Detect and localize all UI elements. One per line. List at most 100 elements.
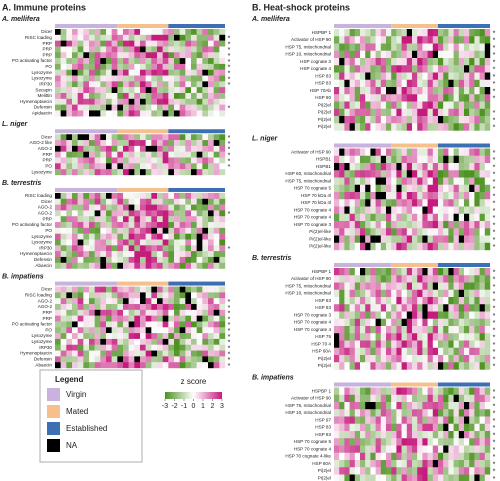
heatmap-cell — [438, 242, 444, 251]
heatmap-cell — [422, 242, 428, 251]
heatmap-cell — [349, 72, 355, 80]
row-label: PRP — [43, 310, 52, 315]
heatmap-cell — [464, 101, 470, 109]
heatmap-cell — [66, 63, 73, 70]
heatmap-cell — [140, 362, 146, 369]
heatmap-cell — [438, 452, 444, 461]
significance-star: * — [228, 164, 231, 171]
significance-star: * — [493, 418, 496, 425]
heatmap-cell — [396, 452, 402, 461]
heatmap-cell — [196, 304, 203, 311]
heatmap-cell — [443, 155, 449, 164]
heatmap-cell — [191, 356, 197, 363]
heatmap-cell — [464, 242, 470, 251]
heatmap-cell — [123, 321, 129, 328]
heatmap-cell — [370, 50, 376, 59]
heatmap-cell — [401, 282, 407, 290]
row-label: Lysozyme — [31, 76, 52, 81]
row-label: HSP 90 — [315, 95, 331, 100]
heatmap-cell — [484, 192, 491, 200]
heatmap-cell — [66, 58, 73, 65]
heatmap-cell — [412, 282, 418, 290]
heatmap-cell — [365, 318, 371, 327]
heatmap-cell — [111, 362, 118, 369]
heatmap-cell — [196, 58, 203, 65]
significance-star: * — [493, 327, 496, 334]
heatmap-cell — [60, 63, 67, 70]
heatmap-cell — [111, 309, 118, 316]
heatmap-cell — [213, 216, 220, 223]
heatmap-cell — [334, 148, 340, 156]
heatmap-cell — [157, 315, 163, 322]
heatmap-cell — [117, 140, 124, 147]
heatmap-cell — [453, 50, 459, 59]
heatmap-cell — [134, 222, 141, 229]
heatmap-cell — [151, 69, 158, 76]
heatmap-cell — [94, 52, 101, 59]
heatmap-cell — [179, 163, 186, 170]
heatmap-cell — [66, 98, 73, 105]
heatmap-cell — [208, 110, 214, 117]
row-label: HSP 60, mitochondrial — [285, 171, 331, 176]
heatmap-cell — [168, 87, 175, 94]
significance-star: * — [228, 328, 231, 335]
heatmap-cell — [386, 347, 392, 356]
heatmap-cell — [365, 221, 371, 229]
heatmap-cell — [417, 347, 423, 356]
heatmap-cell — [179, 315, 186, 322]
heatmap-cell — [432, 431, 439, 439]
heatmap-cell — [432, 445, 439, 453]
heatmap-cell — [89, 69, 95, 76]
heatmap-cell — [349, 213, 355, 222]
heatmap-cell — [406, 416, 413, 424]
heatmap-cell — [453, 87, 459, 95]
heatmap-cell — [202, 262, 209, 269]
heatmap-cell — [479, 423, 485, 432]
heatmap-cell — [89, 63, 95, 70]
heatmap-cell — [117, 216, 124, 223]
heatmap-cell — [474, 123, 480, 131]
row-label: PO — [45, 163, 52, 168]
heatmap-cell — [179, 34, 186, 41]
row-label: HSP 83 — [315, 81, 331, 86]
heatmap-cell — [89, 362, 95, 369]
heatmap-cell — [484, 116, 491, 124]
heatmap-cell — [339, 416, 345, 424]
heatmap-cell — [134, 262, 141, 269]
heatmap-cell — [55, 98, 61, 105]
heatmap-cell — [89, 151, 95, 158]
heatmap-cell — [123, 251, 129, 258]
heatmap-cell — [432, 416, 439, 424]
heatmap-cell — [380, 213, 387, 222]
heatmap-cell — [191, 169, 197, 176]
heatmap-cell — [89, 98, 95, 105]
heatmap-cell — [106, 198, 112, 205]
heatmap-cell — [111, 333, 118, 340]
heatmap-cell — [370, 474, 376, 481]
heatmap-cell — [422, 460, 428, 468]
heatmap-cell — [401, 326, 407, 334]
heatmap-cell — [396, 58, 402, 66]
heatmap-cell — [469, 362, 475, 370]
heatmap-cell — [375, 268, 381, 276]
heatmap-cell — [213, 245, 220, 252]
heatmap-cell — [219, 157, 226, 164]
heatmap-cell — [469, 431, 475, 439]
heatmap-cell — [427, 170, 433, 178]
heatmap-cell — [145, 63, 152, 70]
heatmap-cell — [391, 155, 397, 164]
heatmap-cell — [208, 92, 214, 99]
heatmap-cell — [157, 251, 163, 258]
heatmap-cell — [386, 184, 392, 193]
heatmap-cell — [196, 104, 203, 111]
heatmap-cell — [60, 344, 67, 351]
heatmap-cell — [484, 65, 491, 73]
heatmap-cell — [117, 192, 124, 199]
heatmap-cell — [484, 347, 491, 356]
heatmap-cell — [438, 474, 444, 481]
heatmap-cell — [134, 239, 141, 246]
heatmap-cell — [117, 163, 124, 170]
heatmap-cell — [349, 199, 355, 207]
heatmap-cell — [432, 58, 439, 66]
heatmap-cell — [370, 311, 376, 319]
